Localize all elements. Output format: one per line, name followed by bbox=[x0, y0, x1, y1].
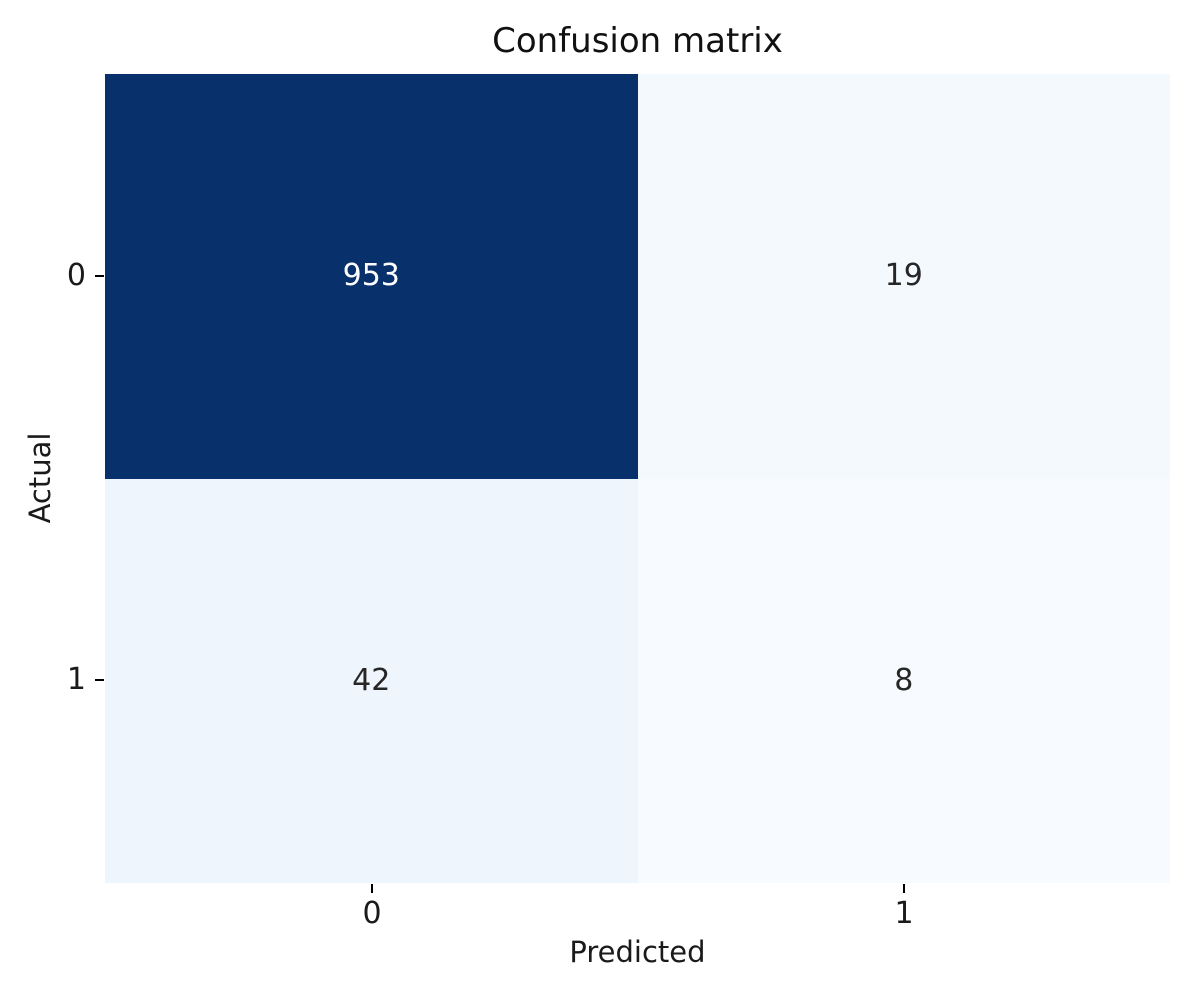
x-tick-mark-0 bbox=[371, 884, 373, 893]
x-tick-mark-1 bbox=[903, 884, 905, 893]
heatmap-plot: 953 19 42 8 bbox=[105, 74, 1170, 883]
y-tick-mark-0 bbox=[95, 275, 104, 277]
y-tick-label-0: 0 bbox=[66, 258, 86, 293]
cell-value-actual1-pred0: 42 bbox=[352, 662, 391, 698]
x-tick-label-0: 0 bbox=[362, 896, 382, 931]
cell-value-actual1-pred1: 8 bbox=[894, 662, 914, 698]
cell-actual1-pred1: 8 bbox=[637, 478, 1170, 883]
x-axis-label: Predicted bbox=[569, 935, 706, 969]
y-axis-label: Actual bbox=[23, 432, 57, 524]
y-tick-mark-1 bbox=[95, 679, 104, 681]
cell-value-actual0-pred0: 953 bbox=[342, 258, 400, 294]
cell-actual1-pred0: 42 bbox=[105, 478, 638, 883]
x-tick-label-1: 1 bbox=[894, 896, 914, 931]
cell-value-actual0-pred1: 19 bbox=[884, 258, 923, 294]
y-tick-label-1: 1 bbox=[66, 662, 86, 697]
cell-actual0-pred0: 953 bbox=[105, 74, 638, 479]
cell-actual0-pred1: 19 bbox=[637, 74, 1170, 479]
chart-title: Confusion matrix bbox=[492, 21, 783, 61]
